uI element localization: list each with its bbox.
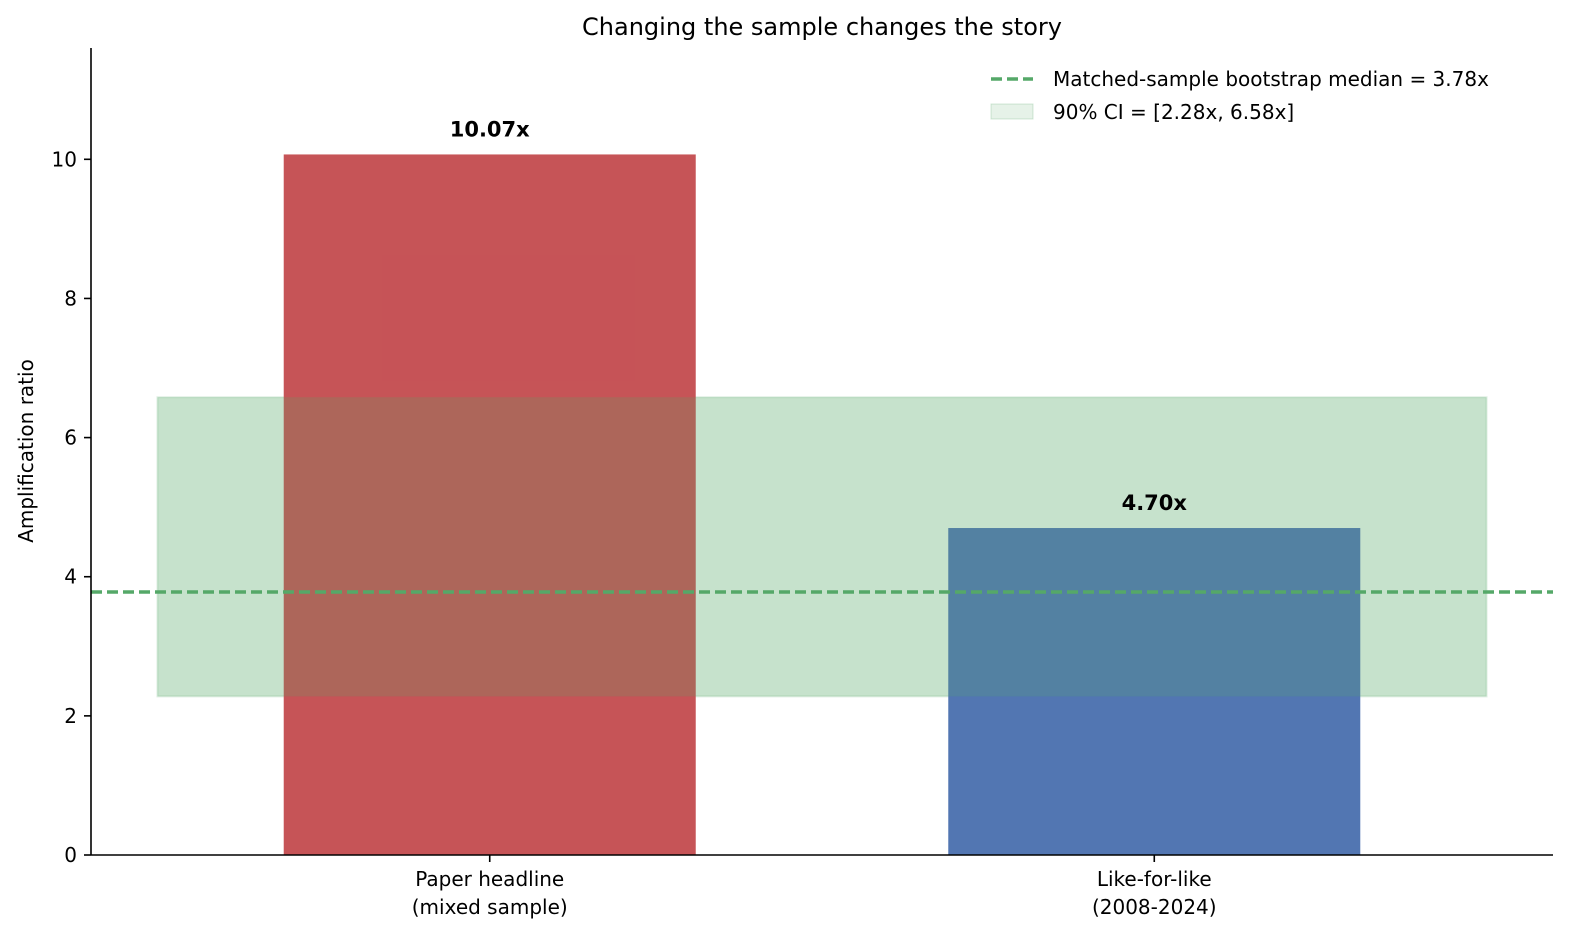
chart-title: Changing the sample changes the story [582,13,1062,41]
y-tick-label: 6 [64,426,77,450]
bar-value-label-1: 4.70x [1122,491,1188,515]
x-tick-label: (2008-2024) [1092,895,1217,919]
bar-1 [948,528,1361,855]
ci-band-overlay [157,397,1487,697]
legend: Matched-sample bootstrap median = 3.78x … [990,67,1489,124]
y-tick-label: 8 [64,286,77,310]
y-tick-label: 4 [64,565,77,589]
x-tick-label: Like-for-like [1097,867,1212,891]
legend-label-ci: 90% CI = [2.28x, 6.58x] [1053,100,1294,124]
legend-label-bootstrap-median: Matched-sample bootstrap median = 3.78x [1053,67,1489,91]
x-tick-label: (mixed sample) [412,895,568,919]
x-tick-label: Paper headline [415,867,564,891]
bar-0 [283,154,696,855]
y-tick-label: 0 [64,843,77,867]
plot-area: 10.07x 4.70x [91,117,1553,855]
legend-ci-swatch [990,103,1034,120]
y-tick-label: 2 [64,704,77,728]
y-axis-label: Amplification ratio [14,359,38,543]
bar-value-label-0: 10.07x [450,117,530,141]
y-tick-label: 10 [52,147,77,171]
